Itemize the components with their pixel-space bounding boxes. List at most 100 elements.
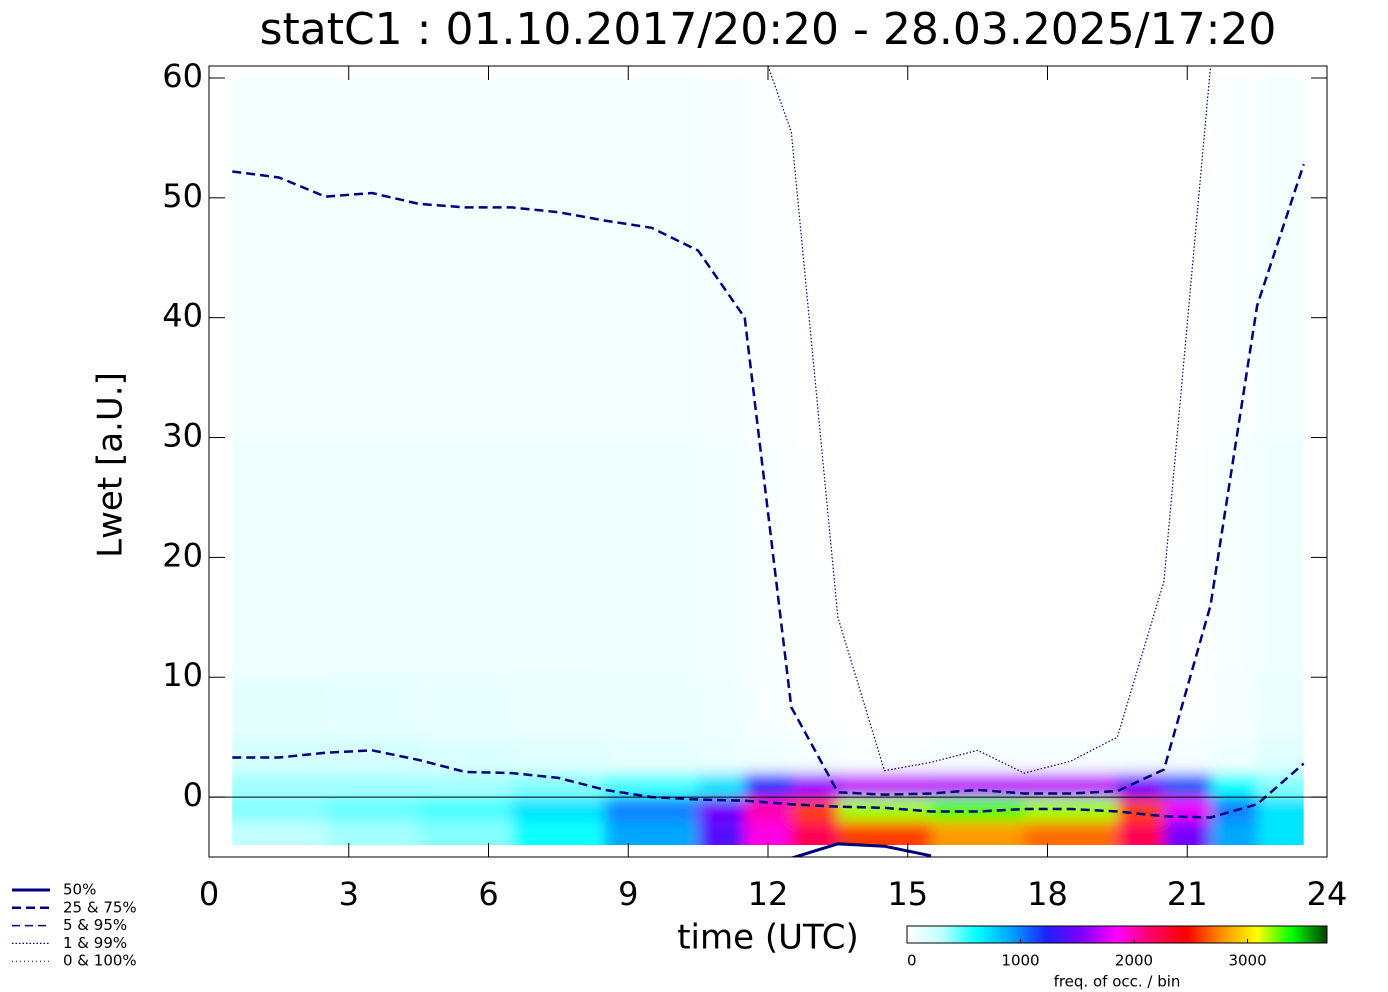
quantile-line [232, 163, 1305, 796]
heat-cell [791, 821, 839, 846]
heat-cell [791, 797, 839, 822]
colorbar-tick-label: 2000 [1115, 952, 1153, 970]
heat-cell [791, 77, 839, 439]
heat-cell [1117, 737, 1165, 774]
x-axis-label: time (UTC) [677, 918, 859, 958]
heat-cell [325, 737, 420, 774]
heat-cell [418, 737, 513, 774]
heat-cell [325, 773, 420, 798]
x-tick-label: 18 [1027, 875, 1068, 913]
heat-cell [325, 677, 420, 738]
heat-cell [931, 797, 1025, 822]
heat-cell [1163, 437, 1212, 678]
heat-cell [604, 797, 699, 822]
heat-cell [744, 821, 792, 846]
axes: 0 3 6 9 12 15 18 21 24 0 10 20 30 40 50 60 [162, 57, 1347, 913]
heat-cell [791, 437, 839, 678]
heat-cell [791, 737, 839, 774]
heat-cell [1024, 821, 1118, 846]
colorbar-tick-label: 0 [907, 952, 917, 970]
heat-cell [1210, 77, 1258, 439]
heatmap [232, 77, 1304, 846]
quantile-line [767, 66, 1212, 774]
heat-cell [744, 737, 792, 774]
quantile-line [790, 842, 932, 857]
y-tick-label: 10 [162, 656, 203, 694]
x-tick-label: 24 [1307, 875, 1348, 913]
legend-label: 0 & 100% [63, 952, 137, 970]
heatmap-cells [232, 77, 1304, 846]
heat-cell [1024, 737, 1118, 774]
heat-cell [837, 821, 932, 846]
colorbar-label: freq. of occ. / bin [1054, 973, 1181, 991]
heat-cell [744, 677, 792, 738]
heat-cell [511, 77, 606, 439]
heat-cell [1257, 77, 1304, 439]
heat-cell [931, 821, 1025, 846]
heat-cell [698, 773, 746, 798]
heat-cell [604, 821, 699, 846]
heat-cell [325, 821, 420, 846]
x-tick-label: 12 [748, 875, 789, 913]
y-tick-label: 0 [183, 776, 203, 814]
heat-cell [1117, 77, 1165, 439]
y-tick-label: 20 [162, 536, 203, 574]
heat-cell [232, 797, 326, 822]
heat-cell [511, 821, 606, 846]
heat-cell [604, 677, 699, 738]
heat-cell [837, 737, 932, 774]
quantile-line [232, 749, 1305, 819]
heat-cell [232, 677, 326, 738]
heat-cell [232, 821, 326, 846]
heat-cell [1257, 797, 1304, 822]
heat-cell [837, 437, 932, 678]
x-tick-label: 15 [887, 875, 928, 913]
heat-cell [931, 677, 1025, 738]
heat-cell [698, 821, 746, 846]
heat-cell [1210, 677, 1258, 738]
heat-cell [1210, 797, 1258, 822]
heat-cell [931, 737, 1025, 774]
heat-cell [418, 77, 513, 439]
heat-cell [698, 677, 746, 738]
heat-cell [604, 77, 699, 439]
heat-cell [1210, 737, 1258, 774]
heat-cell [511, 737, 606, 774]
legend-label: 25 & 75% [63, 898, 137, 916]
heat-cell [418, 677, 513, 738]
heat-cell [1163, 797, 1212, 822]
heat-cell [1257, 677, 1304, 738]
heat-cell [1257, 821, 1304, 846]
heat-cell [604, 437, 699, 678]
heat-cell [1257, 773, 1304, 798]
heat-cell [1117, 437, 1165, 678]
heat-cell [232, 437, 326, 678]
heat-cell [791, 773, 839, 798]
x-tick-label: 21 [1167, 875, 1208, 913]
heat-cell [232, 773, 326, 798]
legend-label: 50% [63, 881, 96, 899]
heat-cell [1117, 797, 1165, 822]
heat-cell [1163, 77, 1212, 439]
legend-label: 5 & 95% [63, 916, 127, 934]
heat-cell [931, 77, 1025, 439]
heat-cell [418, 821, 513, 846]
heat-cell [1024, 437, 1118, 678]
x-tick-label: 3 [339, 875, 359, 913]
heat-cell [418, 773, 513, 798]
heat-cell [837, 77, 932, 439]
heat-cell [698, 437, 746, 678]
heat-cell [1024, 677, 1118, 738]
heat-cell [931, 773, 1025, 798]
heat-cell [325, 77, 420, 439]
heat-cell [1117, 821, 1165, 846]
legend-label: 1 & 99% [63, 934, 127, 952]
chart-title: statC1 : 01.10.2017/20:20 - 28.03.2025/1… [260, 4, 1277, 55]
colorbar [906, 925, 1328, 944]
heat-cell [744, 773, 792, 798]
y-tick-label: 40 [162, 297, 203, 335]
heat-cell [1117, 773, 1165, 798]
x-tick-label: 0 [199, 875, 219, 913]
